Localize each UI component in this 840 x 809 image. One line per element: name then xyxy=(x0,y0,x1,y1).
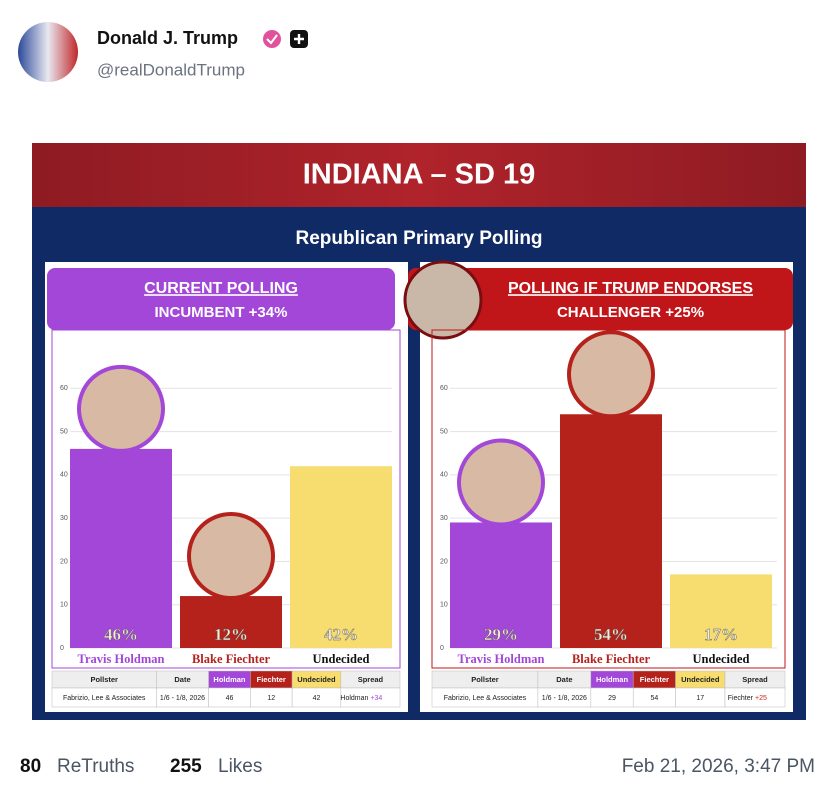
value-label: 54% xyxy=(594,625,628,644)
table-header: Holdman xyxy=(213,675,246,684)
retruth-label[interactable]: ReTruths xyxy=(57,756,134,777)
table-value: Fabrizio, Lee & Associates xyxy=(444,695,527,702)
verified-badge xyxy=(263,30,281,48)
value-label: 42% xyxy=(324,625,358,644)
table-header: Pollster xyxy=(471,675,499,684)
category-label: Travis Holdman xyxy=(78,652,165,666)
user-name[interactable]: Donald J. Trump xyxy=(97,28,238,48)
table-header: Spread xyxy=(358,675,384,684)
y-tick-label: 60 xyxy=(60,385,68,392)
y-tick-label: 60 xyxy=(440,385,448,392)
table-header: Fiechter xyxy=(257,675,286,684)
value-label: 29% xyxy=(484,625,518,644)
category-label: Undecided xyxy=(693,652,750,666)
bar xyxy=(180,596,282,648)
plus-icon xyxy=(294,34,304,44)
timestamp[interactable]: Feb 21, 2026, 3:47 PM xyxy=(622,756,815,777)
plot-frame xyxy=(51,329,401,669)
bar xyxy=(290,466,392,648)
table-value: 17 xyxy=(696,695,704,702)
photo xyxy=(187,512,275,601)
category-label: Blake Fiechter xyxy=(192,652,271,666)
graphic-subtitle: Republican Primary Polling xyxy=(295,228,542,249)
table-value: Fabrizio, Lee & Associates xyxy=(63,695,146,702)
table-header: Fiechter xyxy=(640,675,669,684)
table-value: 1/6 - 1/8, 2026 xyxy=(542,695,587,702)
category-label: Blake Fiechter xyxy=(572,652,651,666)
y-tick-label: 40 xyxy=(440,472,448,479)
table-header: Pollster xyxy=(90,675,118,684)
verified-check xyxy=(266,34,278,45)
table-cell xyxy=(724,687,786,708)
spread-name: Fiechter xyxy=(728,695,754,702)
table-header: Undecided xyxy=(681,675,720,684)
value-label: 12% xyxy=(214,625,248,644)
spread-margin: +34 xyxy=(370,695,382,702)
table-value: 46 xyxy=(226,695,234,702)
panel-heading: CURRENT POLLING xyxy=(144,280,298,297)
photo xyxy=(77,364,165,453)
title-banner xyxy=(32,143,806,207)
photo xyxy=(457,438,545,527)
panel-subheading: CHALLENGER +25% xyxy=(557,304,704,321)
avatar[interactable] xyxy=(18,22,78,82)
y-tick-label: 30 xyxy=(440,515,448,522)
table-value: 12 xyxy=(267,695,275,702)
table-header: Date xyxy=(556,675,572,684)
y-tick-label: 10 xyxy=(440,602,448,609)
panel-heading: POLLING IF TRUMP ENDORSES xyxy=(508,280,753,297)
table-header: Date xyxy=(174,675,190,684)
like-count[interactable]: 255 xyxy=(170,756,202,777)
panel-subheading: INCUMBENT +34% xyxy=(155,304,288,321)
bar xyxy=(70,448,172,648)
category-label: Travis Holdman xyxy=(458,652,545,666)
table-header: Holdman xyxy=(596,675,629,684)
value-label: 17% xyxy=(704,625,738,644)
y-tick-label: 10 xyxy=(60,602,68,609)
heading-box xyxy=(408,268,793,330)
table-value: 1/6 - 1/8, 2026 xyxy=(160,695,205,702)
table-value: 29 xyxy=(608,695,616,702)
bar xyxy=(450,522,552,648)
y-tick-label: 20 xyxy=(60,558,68,565)
category-label: Undecided xyxy=(313,652,370,666)
photo xyxy=(403,260,483,340)
table-value: 42 xyxy=(313,695,321,702)
value-label: 46% xyxy=(104,625,138,644)
plot-frame xyxy=(431,329,786,669)
graphic-title: INDIANA – SD 19 xyxy=(303,159,536,191)
heading-box xyxy=(47,268,395,330)
retruth-count[interactable]: 80 xyxy=(20,756,41,777)
y-tick-label: 30 xyxy=(60,515,68,522)
table-cell xyxy=(340,687,401,708)
like-label[interactable]: Likes xyxy=(218,756,262,777)
y-tick-label: 20 xyxy=(440,558,448,565)
spread-name: Holdman xyxy=(340,695,368,702)
bar xyxy=(560,414,662,648)
photo xyxy=(567,330,655,419)
y-tick-label: 0 xyxy=(60,645,64,652)
spread-margin: +25 xyxy=(755,695,767,702)
table-value: 54 xyxy=(650,695,658,702)
y-tick-label: 50 xyxy=(440,428,448,435)
table-header: Undecided xyxy=(297,675,336,684)
y-tick-label: 0 xyxy=(440,645,444,652)
user-handle[interactable]: @realDonaldTrump xyxy=(97,60,245,79)
y-tick-label: 50 xyxy=(60,428,68,435)
table-header: Spread xyxy=(742,675,768,684)
bar xyxy=(670,574,772,648)
y-tick-label: 40 xyxy=(60,472,68,479)
